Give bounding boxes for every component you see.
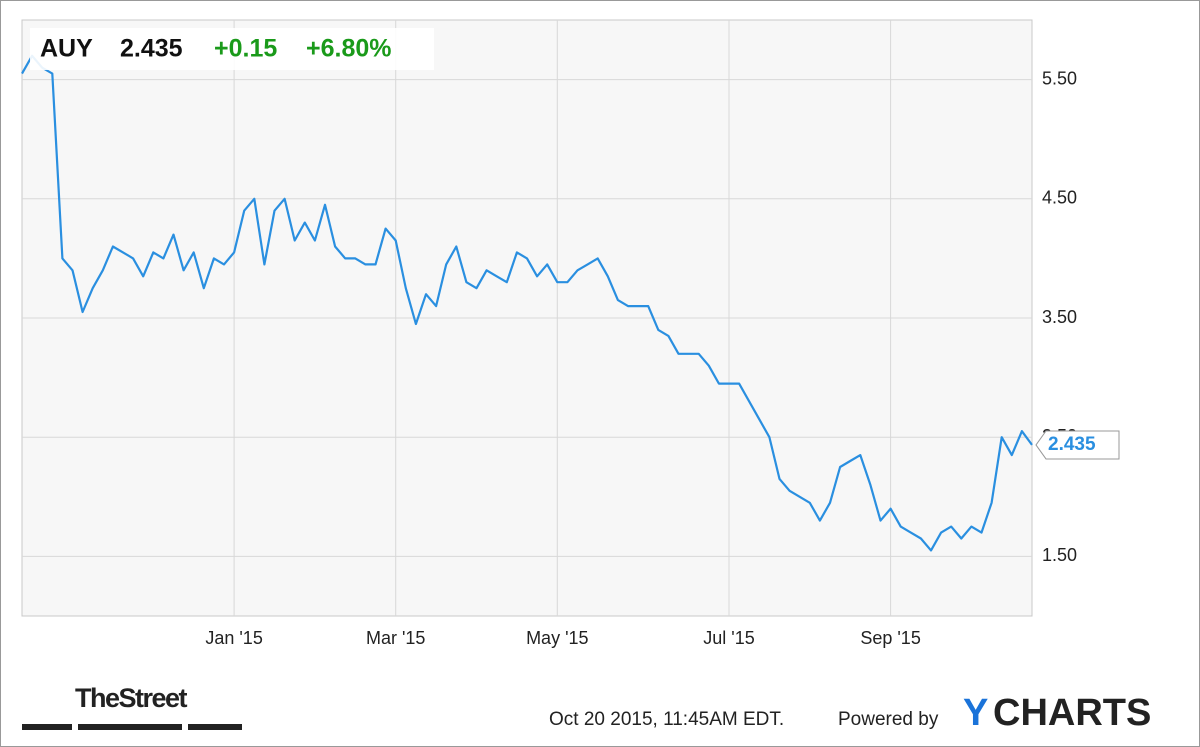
- y-tick-label: 5.50: [1042, 68, 1077, 88]
- brand-y: Y: [963, 692, 988, 734]
- powered-by: Powered by: [838, 709, 939, 730]
- last-value-label: 2.435: [1048, 434, 1096, 455]
- logo-bar: [22, 724, 72, 730]
- timestamp: Oct 20 2015, 11:45AM EDT.: [549, 709, 784, 730]
- price-line: [21, 54, 1033, 552]
- y-tick-label: 1.50: [1042, 545, 1077, 565]
- last-value-flag: [1035, 430, 1120, 460]
- x-tick-label: Jul '15: [703, 628, 754, 648]
- logo-bar: [78, 724, 182, 730]
- logo-bar: [188, 724, 242, 730]
- x-tick-label: Sep '15: [860, 628, 921, 648]
- x-tick-label: Mar '15: [366, 628, 425, 648]
- change: +0.15: [214, 35, 277, 63]
- publisher-logo: TheStreet: [75, 683, 188, 713]
- change-percent: +6.80%: [306, 35, 392, 63]
- y-tick-label: 4.50: [1042, 188, 1077, 208]
- price: 2.435: [120, 35, 183, 63]
- brand-rest: CHARTS: [993, 692, 1151, 734]
- symbol: AUY: [40, 35, 93, 63]
- y-tick-label: 3.50: [1042, 307, 1077, 327]
- header-box: [30, 28, 434, 70]
- x-tick-label: Jan '15: [205, 628, 262, 648]
- x-tick-label: May '15: [526, 628, 588, 648]
